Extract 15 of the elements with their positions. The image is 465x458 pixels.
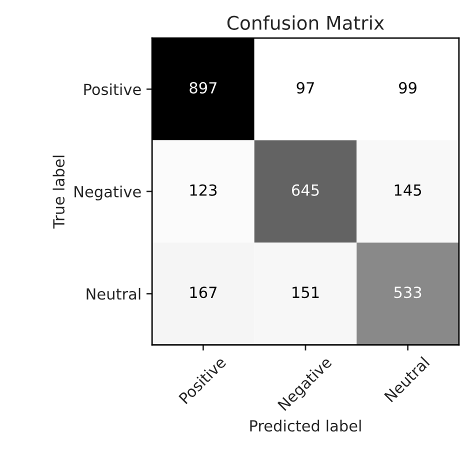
y-tick-label: Positive — [84, 83, 141, 96]
data-label: 151 — [292, 286, 319, 298]
y-tick-label: Negative — [74, 186, 141, 200]
chart-title: Confusion Matrix — [227, 15, 384, 30]
data-label: 645 — [292, 184, 319, 196]
data-label: 897 — [190, 82, 216, 94]
data-label: 167 — [190, 286, 216, 298]
data-label: 145 — [394, 184, 422, 196]
x-axis-title: Predicted label — [250, 420, 361, 432]
y-axis-title: True label — [52, 156, 65, 229]
y-tick-label: Neutral — [86, 288, 140, 300]
data-label: 99 — [399, 82, 416, 94]
data-label: 123 — [190, 184, 217, 196]
data-label: 533 — [394, 286, 422, 298]
data-label: 97 — [296, 82, 314, 94]
